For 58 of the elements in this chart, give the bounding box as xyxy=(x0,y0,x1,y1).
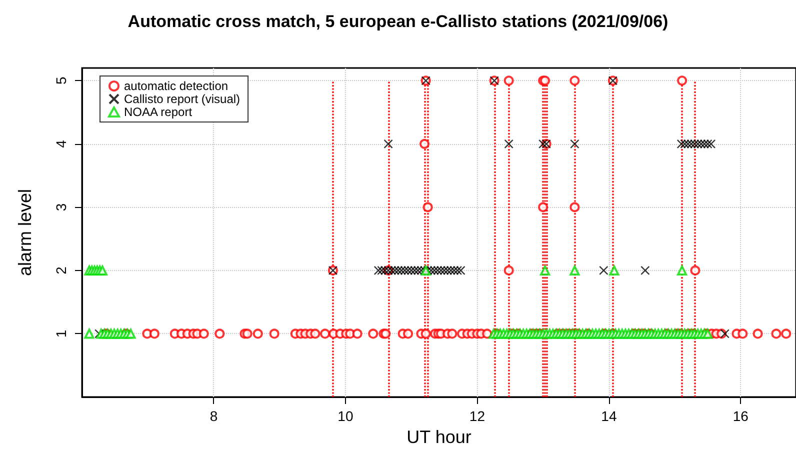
point xyxy=(456,266,466,276)
point xyxy=(538,139,548,149)
y-tick-label: 5 xyxy=(53,76,69,85)
chart-title: Automatic cross match, 5 european e-Callisto stations (2021/09/06) xyxy=(128,12,668,31)
x-tick-label: 14 xyxy=(601,408,617,424)
point xyxy=(440,266,449,276)
point xyxy=(442,266,452,276)
point xyxy=(703,139,712,149)
point xyxy=(504,139,514,149)
legend-label: NOAA report xyxy=(124,105,193,119)
point xyxy=(396,266,406,276)
point xyxy=(423,266,432,276)
point xyxy=(599,266,608,276)
y-tick-label: 2 xyxy=(53,266,69,274)
point xyxy=(640,266,650,276)
point xyxy=(676,139,686,149)
point xyxy=(430,266,439,276)
legend-label: Callisto report (visual) xyxy=(124,92,240,106)
point xyxy=(94,329,104,338)
point xyxy=(413,266,423,276)
point xyxy=(700,139,710,149)
point xyxy=(696,139,706,149)
y-tick-label: 3 xyxy=(53,203,69,212)
point xyxy=(706,139,716,149)
point xyxy=(436,266,446,276)
point xyxy=(690,139,700,149)
x-axis-title: UT hour xyxy=(406,426,472,447)
point xyxy=(386,266,396,276)
point xyxy=(446,266,456,276)
point xyxy=(394,266,403,276)
point xyxy=(570,139,580,149)
x-tick-label: 16 xyxy=(732,408,749,424)
point xyxy=(406,266,416,276)
point xyxy=(693,139,702,149)
point xyxy=(384,139,393,149)
y-tick-label: 4 xyxy=(53,140,69,148)
point xyxy=(433,266,442,276)
point xyxy=(374,266,383,276)
point xyxy=(450,266,459,276)
point xyxy=(426,266,436,276)
y-axis-title: alarm level xyxy=(15,188,35,276)
point xyxy=(686,139,696,149)
point xyxy=(720,329,730,338)
point xyxy=(403,266,413,276)
x-tick-label: 8 xyxy=(210,408,218,424)
point xyxy=(400,266,410,276)
point xyxy=(680,139,690,149)
legend-label: automatic detection xyxy=(124,79,228,93)
point xyxy=(452,266,462,276)
point xyxy=(380,266,390,276)
x-tick-label: 12 xyxy=(469,408,486,424)
point xyxy=(683,139,693,149)
point xyxy=(390,266,400,276)
point xyxy=(410,266,420,276)
point xyxy=(377,266,386,276)
point xyxy=(416,266,426,276)
x-tick-label: 10 xyxy=(338,408,354,424)
y-tick-label: 1 xyxy=(53,330,69,338)
